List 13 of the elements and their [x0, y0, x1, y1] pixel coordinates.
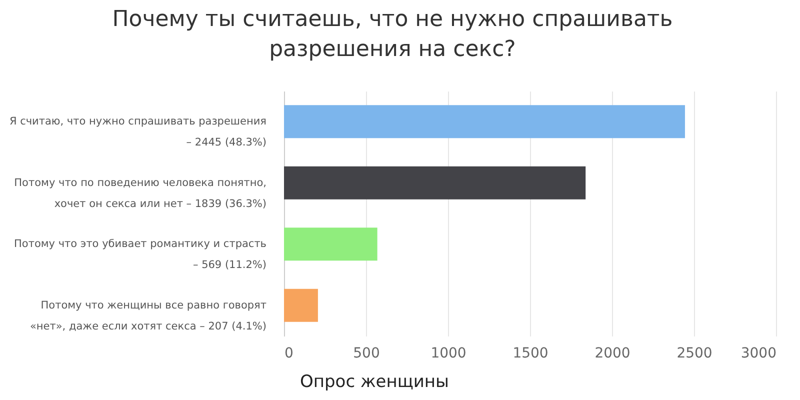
x-tick-label: 500 — [353, 346, 380, 362]
y-tick-label: Потому что это убивает романтику и страсть – 569 (11.2%) — [14, 238, 266, 272]
text: Опрос женщины — [300, 372, 449, 392]
x-tick-label: 0 — [284, 346, 294, 362]
y-tick-label: Я считаю, что нужно спрашивать разрешения – 2445 (48.3%) — [9, 116, 266, 149]
x-tick-label: 2500 — [676, 346, 712, 362]
y-tick-label: Потому что женщины все равно говорят «нет», даже если хотят секса – 207 (4.1%) — [30, 299, 266, 332]
y-tick-label: Потому что по поведению человека понятно, хочет он секса или нет – 1839 (36.3%) — [14, 176, 266, 210]
x-tick-label: 1000 — [430, 346, 466, 362]
x-tick-label: 3000 — [740, 346, 776, 362]
x-tick-label: 2000 — [594, 346, 630, 362]
x-tick-label: 1500 — [512, 346, 548, 362]
chart-title: Почему ты считаешь, что не нужно спрашивать разрешения на секс? — [112, 7, 673, 62]
